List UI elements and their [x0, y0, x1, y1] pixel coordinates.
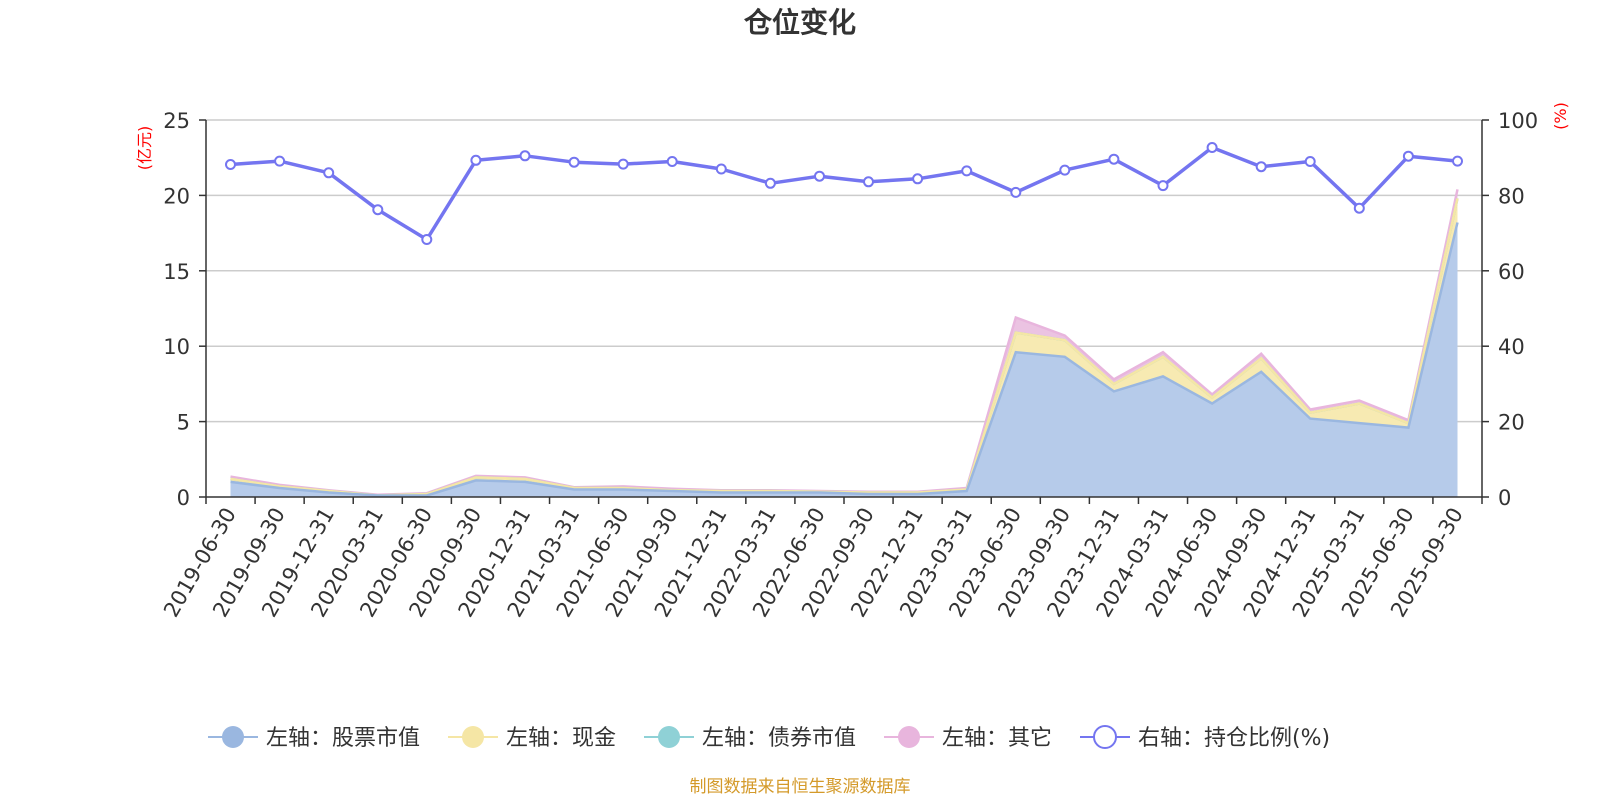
left-unit-label: (亿元) [135, 126, 154, 171]
legend-marker [658, 726, 680, 748]
legend-item: 左轴：现金 [448, 726, 616, 751]
legend-item: 左轴：股票市值 [208, 726, 420, 751]
holding-ratio-point [421, 234, 433, 245]
holding-ratio-point [1304, 156, 1316, 167]
holding-ratio-point [568, 156, 580, 168]
holding-ratio-point [961, 165, 973, 177]
holding-ratio-line [230, 145, 1458, 242]
holding-ratio-point [323, 167, 335, 179]
holding-ratio-point [225, 159, 236, 170]
line-左轴：股票市值 [230, 222, 1459, 497]
stacked-areas [230, 189, 1459, 497]
legend-label: 左轴：现金 [506, 726, 616, 751]
legend-label: 左轴：股票市值 [266, 726, 420, 751]
legend-marker [1093, 725, 1117, 749]
holding-ratio-point [1206, 142, 1218, 153]
right-tick-label: 0 [1498, 486, 1511, 510]
holding-ratio-point [814, 170, 825, 182]
legend-label: 右轴：持仓比例(%) [1138, 726, 1330, 751]
left-tick-label: 5 [177, 411, 190, 435]
left-tick-label: 10 [163, 335, 190, 359]
legend-marker [898, 726, 920, 748]
legend-label: 左轴：债券市值 [702, 726, 856, 751]
holding-ratio-point [274, 155, 286, 167]
right-unit-label: (%) [1551, 102, 1570, 130]
holding-ratio-point [617, 158, 629, 170]
holding-ratio-series [225, 142, 1463, 245]
right-tick-label: 60 [1498, 260, 1525, 284]
legend-item: 左轴：债券市值 [644, 726, 856, 751]
right-tick-label: 20 [1498, 411, 1525, 435]
legend-marker [462, 726, 484, 748]
holding-ratio-point [666, 156, 678, 167]
holding-ratio-point [1255, 161, 1267, 173]
left-tick-label: 0 [177, 486, 190, 510]
holding-ratio-point [1452, 155, 1463, 167]
chart-title: 仓位变化 [744, 6, 856, 39]
holding-ratio-point [1059, 164, 1071, 176]
holding-ratio-point [372, 204, 384, 216]
legend-marker [222, 726, 244, 748]
left-tick-label: 25 [163, 109, 190, 133]
left-tick-label: 20 [163, 184, 190, 208]
legend: 左轴：股票市值 左轴：现金 左轴：债券市值 左轴：其它 右轴：持仓比例(%) [208, 725, 1330, 751]
holding-ratio-point [863, 176, 874, 188]
legend-item: 左轴：其它 [884, 726, 1052, 751]
holding-ratio-point [764, 177, 776, 189]
holding-ratio-point [519, 150, 531, 162]
legend-label: 左轴：其它 [942, 726, 1052, 751]
holding-ratio-point [1108, 153, 1120, 165]
holding-ratio-point [1157, 180, 1169, 192]
right-tick-label: 100 [1498, 109, 1538, 133]
right-tick-label: 80 [1498, 184, 1525, 208]
legend-item: 右轴：持仓比例(%) [1080, 725, 1330, 751]
holding-ratio-point [912, 173, 924, 185]
right-tick-label: 40 [1498, 335, 1525, 359]
holding-ratio-point [715, 163, 727, 175]
holding-ratio-point [1010, 186, 1022, 198]
holding-ratio-point [1402, 150, 1414, 162]
source-note: 制图数据来自恒生聚源数据库 [690, 777, 911, 797]
left-tick-label: 15 [163, 260, 190, 284]
holding-ratio-point [470, 154, 482, 166]
holding-ratio-point [1353, 202, 1365, 214]
area-左轴：股票市值 [230, 222, 1458, 497]
